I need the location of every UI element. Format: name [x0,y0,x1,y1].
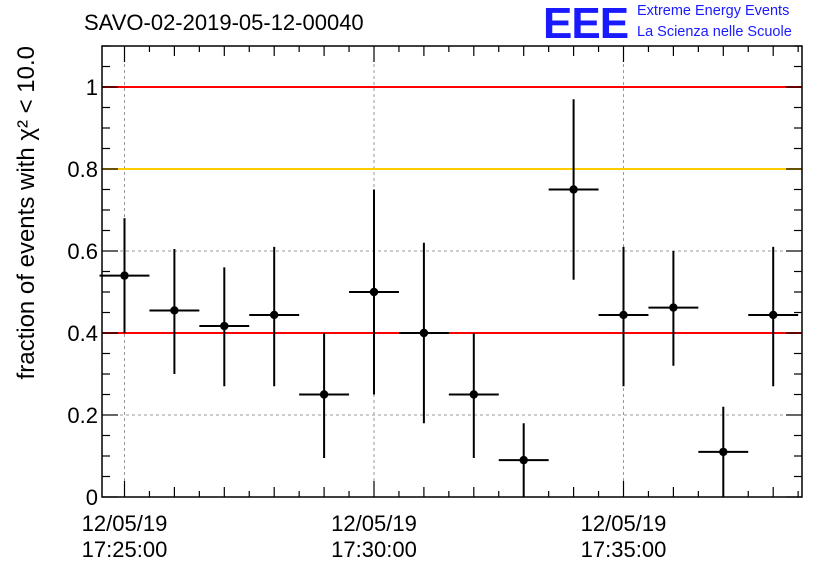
data-point [299,333,350,459]
data-marker [170,306,179,315]
data-point [448,333,499,459]
data-marker [419,328,429,338]
data-marker [719,447,728,457]
data-point [149,248,200,374]
data-marker [469,390,478,399]
data-point [249,246,300,387]
data-point [548,99,599,280]
data-point [199,267,250,387]
data-marker [669,303,678,312]
data-marker [369,287,379,297]
data-point [748,246,799,387]
data-point [398,242,449,424]
data-point [698,406,749,497]
y-tick-label: 0.8 [67,157,98,182]
data-marker [319,390,329,399]
x-tick-label-date: 12/05/19 [82,511,168,536]
data-point [648,251,699,366]
data-point [99,218,150,333]
y-tick-label: 0.2 [67,403,98,428]
y-tick-label: 0.6 [67,239,98,264]
data-marker [519,455,528,465]
x-tick-label-date: 12/05/19 [331,511,417,536]
data-marker [120,271,129,280]
data-marker [769,310,778,320]
y-tick-label: 1 [86,75,98,100]
data-point [349,189,399,395]
x-tick-label-time: 17:25:00 [82,537,168,562]
eee-logo: EEE [543,0,629,48]
logo-line-1: Extreme Energy Events [637,3,790,19]
data-marker [569,185,578,194]
data-marker [220,321,229,331]
data-marker [270,310,279,320]
data-point [498,423,549,497]
x-tick-label-date: 12/05/19 [581,511,667,536]
data-marker [619,310,628,320]
y-axis-label: fraction of events with χ² < 10.0 [13,46,40,379]
x-tick-label-time: 17:35:00 [581,537,667,562]
y-tick-label: 0 [86,485,98,510]
plot-frame [101,45,803,498]
data-point [598,246,649,387]
x-tick-label-time: 17:30:00 [331,537,417,562]
y-tick-label: 0.4 [67,321,98,346]
logo-line-2: La Scienza nelle Scuole [637,24,792,40]
chart-title: SAVO-02-2019-05-12-00040 [84,10,364,35]
